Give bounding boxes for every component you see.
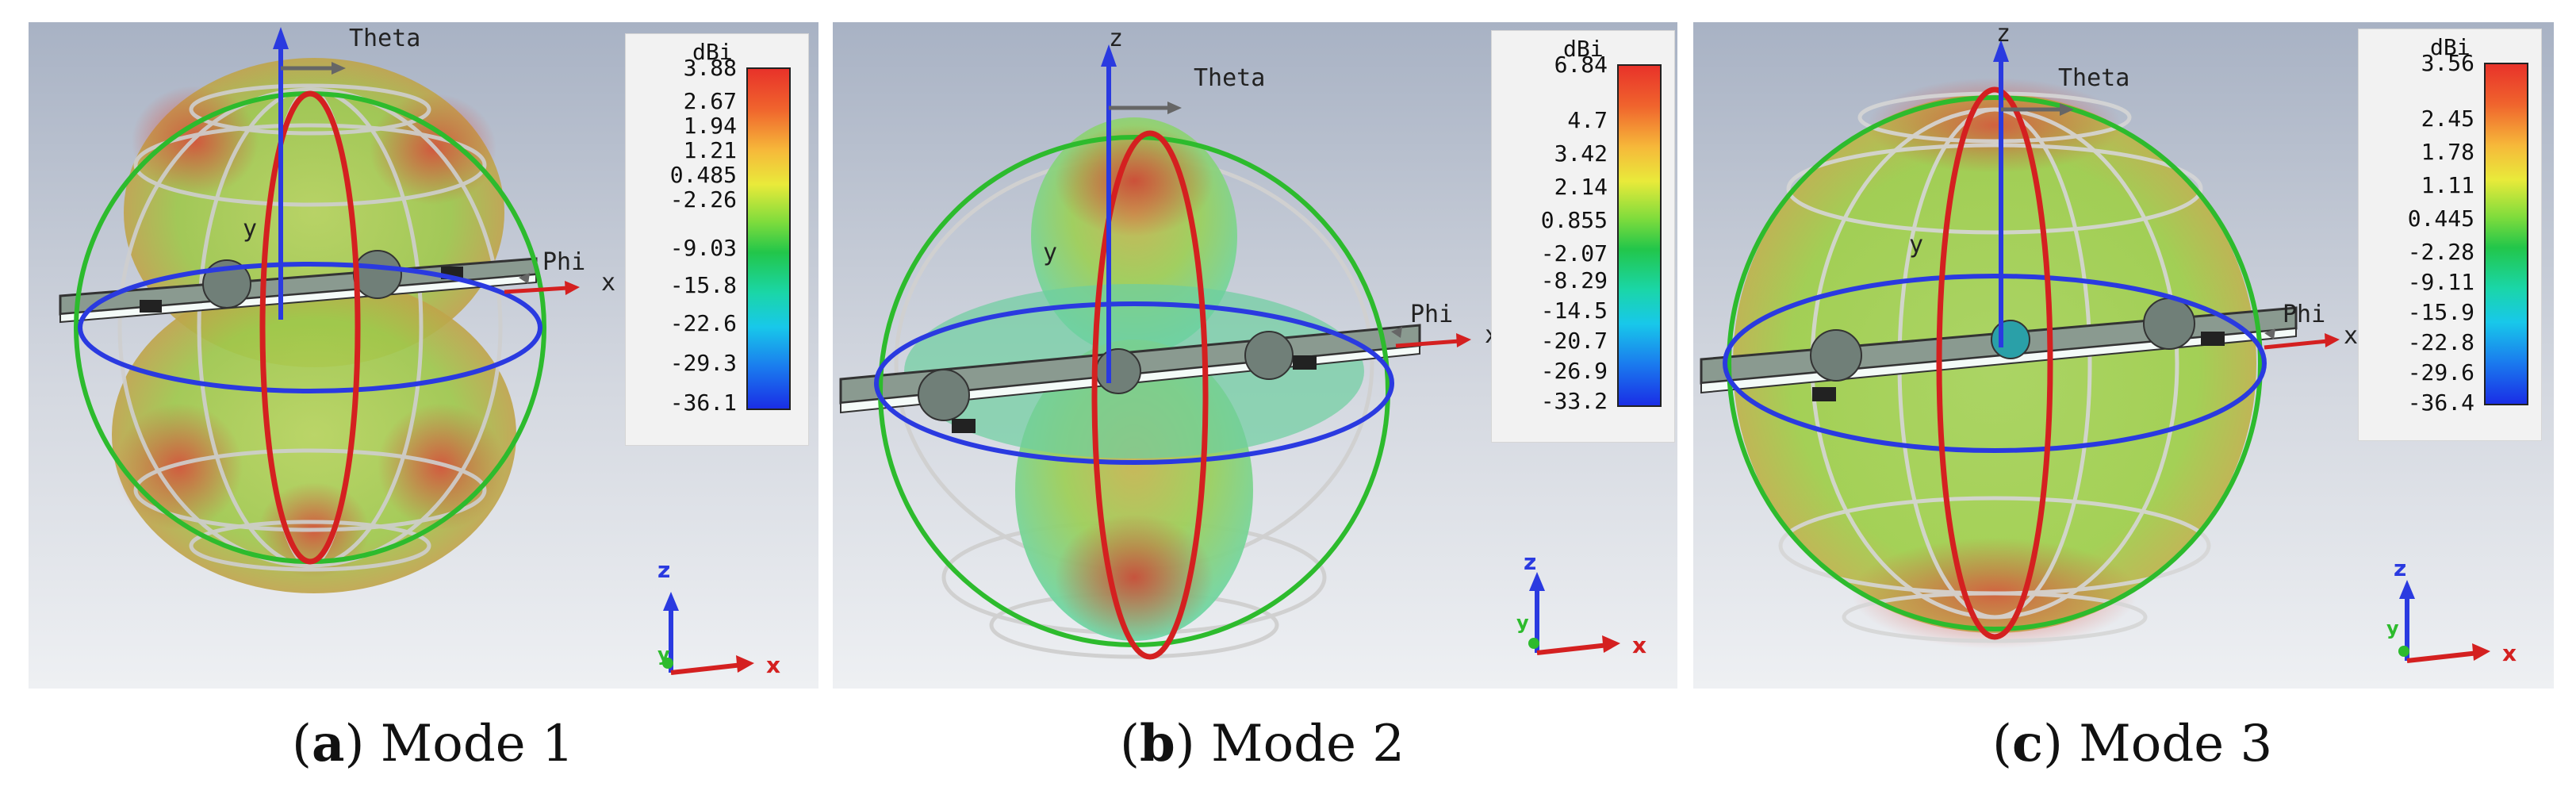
y-axis-label: y xyxy=(1909,231,1923,259)
caption-letter: b xyxy=(1139,714,1175,773)
colorbar-tick: 2.45 xyxy=(2421,106,2474,132)
colorbar-tick: 0.445 xyxy=(2407,205,2474,232)
antenna-board xyxy=(839,324,1421,433)
colorbar-tick: -9.11 xyxy=(2407,269,2474,295)
colorbar-unit: dBi xyxy=(1563,36,1604,62)
colorbar-tick: -2.28 xyxy=(2407,239,2474,265)
x-axis-label: x xyxy=(601,269,615,297)
red-circle xyxy=(259,90,361,565)
colorbar-tick: -29.3 xyxy=(669,350,737,376)
colorbar-tick: 2.14 xyxy=(1554,174,1608,200)
panel-a: Theta y Phi x z x y dBi 3.88 2.67 1.94 1… xyxy=(29,22,818,689)
colorbar-tick: -33.2 xyxy=(1540,388,1608,414)
colorbar-tick: -15.8 xyxy=(669,272,737,298)
axis-triad: z x y xyxy=(657,557,780,678)
phi-label: Phi xyxy=(542,248,585,276)
z-axis-label: z xyxy=(1109,25,1123,52)
colorbar-tick: -15.9 xyxy=(2407,299,2474,325)
colorbar-b: dBi 6.84 4.7 3.42 2.14 0.855 -2.07 -8.29… xyxy=(1491,30,1675,443)
colorbar-tick: -36.4 xyxy=(2407,389,2474,416)
green-circle xyxy=(1727,95,2263,631)
colorbar-tick: -26.9 xyxy=(1540,358,1608,384)
colorbar-tick: -22.8 xyxy=(2407,329,2474,355)
colorbar-tick: -22.6 xyxy=(669,310,737,336)
blue-circle xyxy=(1723,274,2267,453)
colorbar-tick: 0.485 xyxy=(669,162,737,188)
triad-x-label: x xyxy=(2502,640,2517,666)
colorbar-tick: 0.855 xyxy=(1540,207,1608,233)
y-axis-label: y xyxy=(1043,239,1057,267)
caption-b: (b) Mode 2 xyxy=(1120,714,1405,773)
panel-c: z Theta y Phi x z x y dBi 3.56 2.45 1.78… xyxy=(1693,22,2554,689)
colorbar-unit: dBi xyxy=(692,39,733,65)
colorbar-unit: dBi xyxy=(2430,34,2471,60)
colorbar-tick: -29.6 xyxy=(2407,359,2474,386)
triad-y-label: y xyxy=(1516,612,1529,634)
colorbar-tick: -36.1 xyxy=(669,389,737,416)
caption-a: (a) Mode 1 xyxy=(292,714,574,773)
colorbar-tick: -14.5 xyxy=(1540,297,1608,324)
caption-letter: c xyxy=(2011,714,2043,773)
colorbar-tick: 3.56 xyxy=(2421,50,2474,76)
caption-text: Mode 2 xyxy=(1211,715,1405,773)
phi-label: Phi xyxy=(2283,301,2325,328)
colorbar-c: dBi 3.56 2.45 1.78 1.11 0.445 -2.28 -9.1… xyxy=(2358,29,2542,441)
theta-label: Theta xyxy=(1194,64,1265,92)
phi-label: Phi xyxy=(1410,301,1453,328)
blue-circle xyxy=(78,262,542,393)
red-circle xyxy=(1091,130,1209,660)
colorbar-tick: -20.7 xyxy=(1540,328,1608,354)
theta-label: Theta xyxy=(2058,64,2129,92)
z-axis-label: z xyxy=(1996,22,2011,48)
panel-b: z Theta y Phi x z x y dBi 6.84 4.7 3.42 … xyxy=(833,22,1677,689)
colorbar-gradient xyxy=(2484,63,2528,405)
colorbar-tick: 3.88 xyxy=(683,55,737,81)
colorbar-tick: 1.11 xyxy=(2421,172,2474,198)
triad-y-label: y xyxy=(2386,617,2399,639)
blue-circle xyxy=(874,301,1394,465)
triad-z-label: z xyxy=(1524,549,1536,575)
caption-text: Mode 1 xyxy=(380,715,574,773)
triad-x-label: x xyxy=(1632,632,1646,658)
axis-triad: z x y xyxy=(1516,549,1646,658)
colorbar-a: dBi 3.88 2.67 1.94 1.21 0.485 -2.26 -9.0… xyxy=(625,33,809,446)
theta-label: Theta xyxy=(349,25,420,52)
colorbar-tick: 1.78 xyxy=(2421,139,2474,165)
colorbar-tick: -8.29 xyxy=(1540,267,1608,293)
colorbar-gradient xyxy=(746,67,791,410)
axis-triad: z x y xyxy=(2386,555,2517,666)
colorbar-tick: 4.7 xyxy=(1567,107,1608,133)
colorbar-tick: 2.67 xyxy=(683,88,737,114)
red-circle xyxy=(1936,86,2053,640)
colorbar-gradient xyxy=(1617,64,1662,407)
x-axis-label: x xyxy=(2344,322,2358,350)
triad-y-label: y xyxy=(657,643,670,666)
colorbar-tick: 3.42 xyxy=(1554,140,1608,167)
colorbar-tick: 1.94 xyxy=(683,113,737,139)
caption-text: Mode 3 xyxy=(2079,715,2273,773)
colorbar-tick: -9.03 xyxy=(669,235,737,261)
caption-letter: a xyxy=(311,714,345,773)
triad-z-label: z xyxy=(657,557,670,583)
caption-c: (c) Mode 3 xyxy=(1992,714,2273,773)
colorbar-tick: 1.21 xyxy=(683,137,737,163)
triad-z-label: z xyxy=(2394,555,2406,581)
triad-x-label: x xyxy=(766,652,780,678)
y-axis-label: y xyxy=(243,215,257,243)
colorbar-tick: -2.26 xyxy=(669,186,737,213)
colorbar-tick: 6.84 xyxy=(1554,52,1608,78)
colorbar-tick: -2.07 xyxy=(1540,240,1608,267)
